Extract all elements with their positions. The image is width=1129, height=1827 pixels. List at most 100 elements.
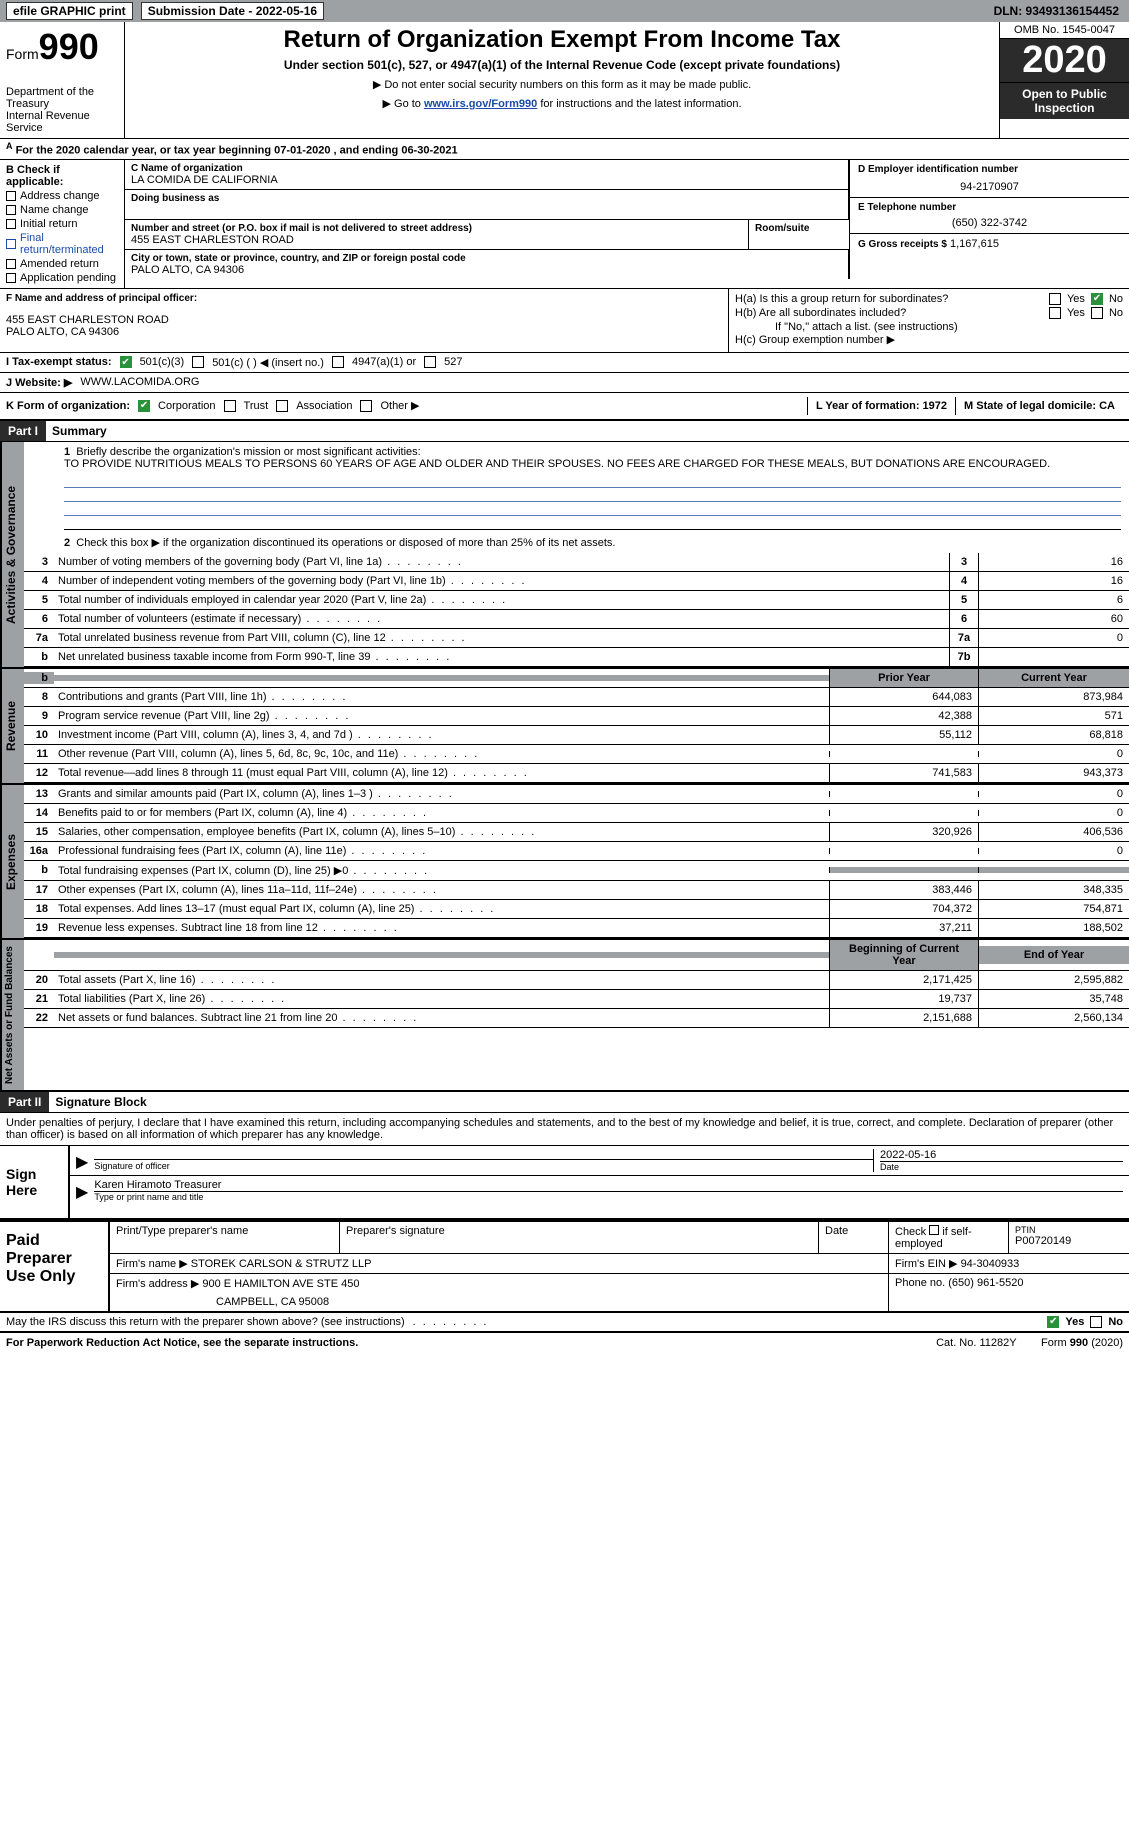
page-footer: For Paperwork Reduction Act Notice, see … — [0, 1333, 1129, 1353]
prep-name-hdr: Print/Type preparer's name — [110, 1222, 340, 1253]
tab-governance: Activities & Governance — [0, 442, 24, 667]
discuss-yes[interactable]: ✔ — [1047, 1316, 1059, 1328]
part2-header: Part IISignature Block — [0, 1092, 1129, 1113]
paid-preparer-label: Paid Preparer Use Only — [0, 1222, 110, 1311]
section-revenue: Revenue b Prior Year Current Year 8Contr… — [0, 669, 1129, 785]
officer-addr-2: PALO ALTO, CA 94306 — [6, 326, 722, 338]
exp-row-b: bTotal fundraising expenses (Part IX, co… — [24, 861, 1129, 881]
hc-label: H(c) Group exemption number ▶ — [735, 333, 895, 346]
gov-row-4: 4Number of independent voting members of… — [24, 572, 1129, 591]
firm-phone-label: Phone no. — [895, 1277, 945, 1289]
submission-date-box: Submission Date - 2022-05-16 — [141, 2, 324, 20]
rev-row-11: 11Other revenue (Part VIII, column (A), … — [24, 745, 1129, 764]
rev-row-10: 10Investment income (Part VIII, column (… — [24, 726, 1129, 745]
chk-final-return[interactable]: Final return/terminated — [6, 232, 118, 256]
exp-row-15: 15Salaries, other compensation, employee… — [24, 823, 1129, 842]
g-gross-label: G Gross receipts $ — [858, 239, 947, 250]
block-bcdeg: B Check if applicable: Address change Na… — [0, 160, 1129, 289]
firm-addr-label: Firm's address ▶ — [116, 1278, 199, 1290]
tab-revenue: Revenue — [0, 669, 24, 783]
footer-formno: Form 990 (2020) — [1041, 1337, 1123, 1349]
rev-row-9: 9Program service revenue (Part VIII, lin… — [24, 707, 1129, 726]
chk-application-pending[interactable]: Application pending — [6, 272, 118, 284]
form-number: Form990 — [6, 26, 118, 68]
chk-initial-return[interactable]: Initial return — [6, 218, 118, 230]
hb-yes[interactable] — [1049, 307, 1061, 319]
officer-name-label: Type or print name and title — [94, 1191, 1123, 1202]
prep-selfemp: Check if self-employed — [889, 1222, 1009, 1253]
firm-ein-label: Firm's EIN ▶ — [895, 1258, 958, 1270]
discuss-no[interactable] — [1090, 1316, 1102, 1328]
chk-amended-return[interactable]: Amended return — [6, 258, 118, 270]
sig-arrow-icon-2: ▶ — [76, 1182, 88, 1202]
chk-address-change[interactable]: Address change — [6, 190, 118, 202]
ha-label: H(a) Is this a group return for subordin… — [735, 293, 948, 305]
section-net-assets: Net Assets or Fund Balances Beginning of… — [0, 940, 1129, 1092]
city-label: City or town, state or province, country… — [131, 253, 842, 264]
tab-expenses: Expenses — [0, 785, 24, 938]
irs-link[interactable]: www.irs.gov/Form990 — [424, 98, 537, 110]
chk-other[interactable] — [360, 400, 372, 412]
colheader-row: b Prior Year Current Year — [24, 669, 1129, 688]
form-header: Form990 Department of the Treasury Inter… — [0, 22, 1129, 139]
chk-trust[interactable] — [224, 400, 236, 412]
row-k-form-org: K Form of organization: ✔Corporation Tru… — [0, 393, 1129, 421]
hb-no[interactable] — [1091, 307, 1103, 319]
discuss-row: May the IRS discuss this return with the… — [0, 1313, 1129, 1333]
tax-year-box: 2020 — [1000, 39, 1129, 83]
dln-text: DLN: 93493136154452 — [994, 4, 1129, 18]
rev-row-8: 8Contributions and grants (Part VIII, li… — [24, 688, 1129, 707]
officer-name: Karen Hiramoto Treasurer — [94, 1179, 1123, 1191]
efile-print-button[interactable]: efile GRAPHIC print — [6, 2, 133, 20]
hb-note: If "No," attach a list. (see instruction… — [735, 321, 1123, 333]
chk-4947[interactable] — [332, 356, 344, 368]
gross-receipts: 1,167,615 — [950, 238, 999, 250]
ptin-value: P00720149 — [1015, 1235, 1123, 1247]
c-name-label: C Name of organization — [131, 163, 842, 174]
header-note-ssn: ▶ Do not enter social security numbers o… — [135, 78, 989, 91]
sign-here-label: Sign Here — [0, 1146, 70, 1218]
chk-self-employed[interactable] — [929, 1225, 939, 1235]
chk-corporation[interactable]: ✔ — [138, 400, 150, 412]
footer-catno: Cat. No. 11282Y — [936, 1337, 1017, 1349]
omb-number: OMB No. 1545-0047 — [1000, 22, 1129, 39]
org-name: LA COMIDA DE CALIFORNIA — [131, 174, 842, 186]
signature-declaration: Under penalties of perjury, I declare th… — [0, 1113, 1129, 1146]
chk-name-change[interactable]: Name change — [6, 204, 118, 216]
firm-name: STOREK CARLSON & STRUTZ LLP — [191, 1258, 372, 1270]
m-state-domicile: M State of legal domicile: CA — [955, 397, 1123, 415]
prep-date-hdr: Date — [819, 1222, 889, 1253]
chk-association[interactable] — [276, 400, 288, 412]
tab-net-assets: Net Assets or Fund Balances — [0, 940, 24, 1090]
sig-date-value: 2022-05-16 — [880, 1149, 1123, 1161]
firm-addr-2: CAMPBELL, CA 95008 — [116, 1296, 882, 1308]
phone-value: (650) 322-3742 — [858, 217, 1121, 229]
gov-row-b: bNet unrelated business taxable income f… — [24, 648, 1129, 667]
open-public-box: Open to Public Inspection — [1000, 83, 1129, 119]
footer-paperwork: For Paperwork Reduction Act Notice, see … — [6, 1337, 358, 1349]
hb-label: H(b) Are all subordinates included? — [735, 307, 906, 319]
e-phone-label: E Telephone number — [858, 202, 1121, 213]
firm-phone: (650) 961-5520 — [948, 1277, 1023, 1289]
chk-501c[interactable] — [192, 356, 204, 368]
exp-row-16a: 16aProfessional fundraising fees (Part I… — [24, 842, 1129, 861]
officer-addr-1: 455 EAST CHARLESTON ROAD — [6, 314, 722, 326]
gov-row-6: 6Total number of volunteers (estimate if… — [24, 610, 1129, 629]
sig-arrow-icon: ▶ — [76, 1152, 88, 1172]
row-j-website: J Website: ▶ WWW.LACOMIDA.ORG — [0, 373, 1129, 393]
net-row-22: 22Net assets or fund balances. Subtract … — [24, 1009, 1129, 1028]
line2-text: Check this box ▶ if the organization dis… — [76, 537, 615, 549]
sig-officer-label: Signature of officer — [94, 1161, 169, 1171]
ha-no[interactable]: ✔ — [1091, 293, 1103, 305]
ptin-label: PTIN — [1015, 1225, 1123, 1235]
ha-yes[interactable] — [1049, 293, 1061, 305]
line-a-tax-year: A For the 2020 calendar year, or tax yea… — [0, 139, 1129, 160]
block-fh: F Name and address of principal officer:… — [0, 289, 1129, 353]
chk-501c3[interactable]: ✔ — [120, 356, 132, 368]
prep-sig-hdr: Preparer's signature — [340, 1222, 819, 1253]
exp-row-14: 14Benefits paid to or for members (Part … — [24, 804, 1129, 823]
firm-ein: 94-3040933 — [961, 1258, 1020, 1270]
form-subtitle: Under section 501(c), 527, or 4947(a)(1)… — [135, 58, 989, 72]
chk-527[interactable] — [424, 356, 436, 368]
gov-row-7a: 7aTotal unrelated business revenue from … — [24, 629, 1129, 648]
